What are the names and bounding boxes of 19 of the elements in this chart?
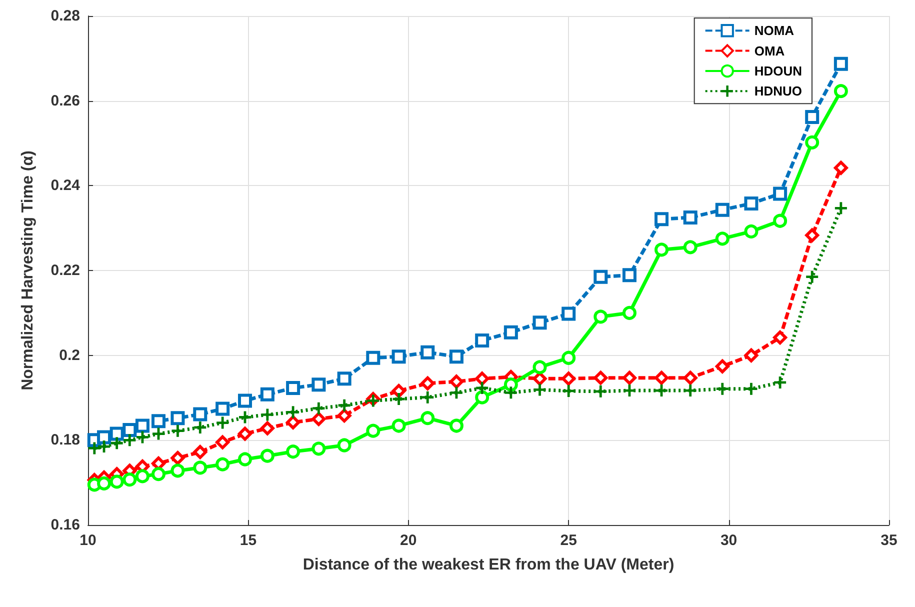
legend-label: HDNUO [754,84,802,99]
x-tick-label: 20 [400,532,417,549]
y-tick-label: 0.28 [50,8,80,24]
x-tick-label: 10 [80,532,96,549]
x-tick-label: 35 [880,532,898,549]
legend-label: NOMA [754,23,795,38]
x-tick-label: 15 [240,532,257,549]
legend-label: HDOUN [754,64,802,78]
x-tick-label: 25 [560,532,577,549]
y-tick-label: 0.24 [50,177,81,194]
legend-label: OMA [754,43,786,58]
x-tick-label: 30 [720,532,738,549]
y-tick-label: 0.16 [50,516,80,534]
y-tick-label: 0.18 [50,432,80,449]
y-tick-label: 0.26 [50,92,80,110]
y-tick-label: 0.22 [50,262,80,279]
x-axis-title: Distance of the weakest ER from the UAV (Meter) [302,556,674,574]
y-axis-title: Normalized Harvesting Time (α) [20,150,36,390]
y-tick-label: 0.2 [59,346,80,364]
